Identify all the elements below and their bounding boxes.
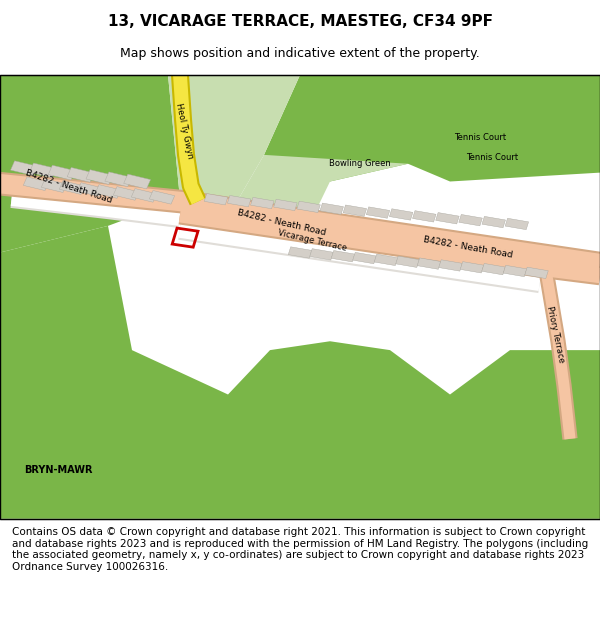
Text: B4282 - Neath Road: B4282 - Neath Road <box>237 208 327 238</box>
Polygon shape <box>353 253 376 264</box>
Polygon shape <box>204 194 228 205</box>
Polygon shape <box>113 187 139 200</box>
Polygon shape <box>251 198 274 209</box>
Polygon shape <box>41 179 67 192</box>
Polygon shape <box>227 196 251 207</box>
Polygon shape <box>288 247 312 258</box>
Polygon shape <box>105 172 132 187</box>
Polygon shape <box>11 161 37 176</box>
Polygon shape <box>413 211 436 222</box>
Polygon shape <box>503 265 527 277</box>
Polygon shape <box>310 249 333 260</box>
Polygon shape <box>48 165 75 180</box>
Polygon shape <box>460 262 484 273</box>
Text: Heol Ty Gwyn: Heol Ty Gwyn <box>175 102 195 159</box>
Polygon shape <box>482 264 505 275</box>
Polygon shape <box>77 182 103 196</box>
Text: Map shows position and indicative extent of the property.: Map shows position and indicative extent… <box>120 48 480 61</box>
Polygon shape <box>168 75 300 217</box>
Polygon shape <box>67 168 94 182</box>
Polygon shape <box>482 216 505 227</box>
Text: Tennis Court: Tennis Court <box>466 152 518 162</box>
Polygon shape <box>390 75 600 181</box>
Polygon shape <box>264 75 450 181</box>
Polygon shape <box>228 155 408 244</box>
Polygon shape <box>228 341 450 519</box>
Text: Bowling Green: Bowling Green <box>329 159 391 168</box>
Polygon shape <box>343 205 367 216</box>
Text: B4282 - Neath Road: B4282 - Neath Road <box>422 235 514 259</box>
Polygon shape <box>331 251 355 262</box>
Polygon shape <box>436 213 459 224</box>
Polygon shape <box>459 214 482 226</box>
Polygon shape <box>59 181 85 194</box>
Polygon shape <box>366 207 390 218</box>
Polygon shape <box>124 174 151 189</box>
Polygon shape <box>450 350 600 519</box>
Polygon shape <box>29 163 56 177</box>
Text: BRYN-MAWR: BRYN-MAWR <box>24 465 92 475</box>
Polygon shape <box>505 218 529 229</box>
Polygon shape <box>320 203 343 214</box>
Polygon shape <box>23 177 49 191</box>
Text: Priory Terrace: Priory Terrace <box>545 306 566 364</box>
Polygon shape <box>274 199 297 211</box>
Polygon shape <box>417 258 441 269</box>
Text: Vicarage Terrace: Vicarage Terrace <box>277 228 347 253</box>
Polygon shape <box>95 184 121 198</box>
Text: Contains OS data © Crown copyright and database right 2021. This information is : Contains OS data © Crown copyright and d… <box>12 528 588 572</box>
Polygon shape <box>86 169 113 184</box>
Polygon shape <box>0 75 180 253</box>
Text: 13, VICARAGE TERRACE, MAESTEG, CF34 9PF: 13, VICARAGE TERRACE, MAESTEG, CF34 9PF <box>107 14 493 29</box>
Polygon shape <box>297 201 320 212</box>
Polygon shape <box>131 189 157 202</box>
Polygon shape <box>0 226 228 519</box>
Polygon shape <box>525 267 548 279</box>
Polygon shape <box>439 260 462 271</box>
Text: B4282 - Neath Road: B4282 - Neath Road <box>25 169 113 205</box>
Polygon shape <box>389 209 413 220</box>
Polygon shape <box>374 254 398 266</box>
Text: Tennis Court: Tennis Court <box>454 132 506 142</box>
Polygon shape <box>396 256 419 268</box>
Polygon shape <box>149 191 175 204</box>
